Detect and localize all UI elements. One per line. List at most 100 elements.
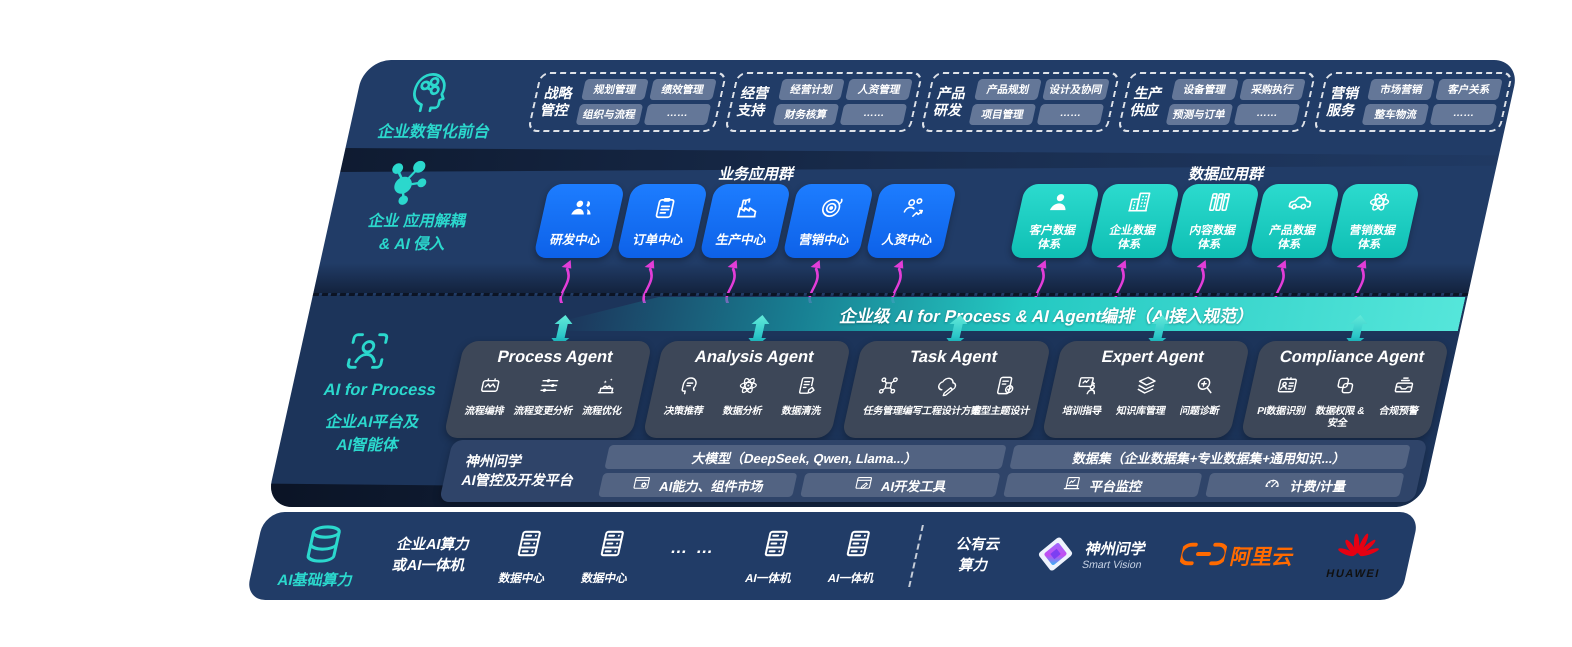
- infra-node: AI一体机: [744, 527, 803, 586]
- app-box-label: 生产中心: [714, 232, 768, 247]
- capability-pill: ……: [1036, 104, 1105, 125]
- front-office-group: 战略管控 规划管理 绩效管理 组织与流程……: [527, 72, 727, 132]
- front-office-group: 经营支持 经营计划 人资管理 财务核算……: [723, 72, 924, 132]
- front-office-group-name: 产品研发: [932, 84, 968, 119]
- agent-card: Compliance Agent PI数据识别 数据权限 & 安全 合规预警: [1240, 341, 1450, 438]
- model-bar: 大模型（DeepSeek, Qwen, Llama...）: [604, 445, 1007, 469]
- capability-pill: 项目管理: [968, 104, 1037, 125]
- aliyun-logo: [1177, 541, 1229, 572]
- agent-capability-label: 任务管理: [862, 406, 904, 417]
- decision-icon: [674, 374, 703, 402]
- platform-label-line2: AI管控及开发平台: [460, 472, 576, 488]
- molecule-icon: [374, 156, 438, 208]
- infra-node-label: AI一体机: [743, 572, 793, 585]
- ai-platform-label: AI for Process 企业AI平台及 AI智能体: [277, 378, 471, 457]
- main-panel: 企业数智化前台 战略管控 规划管理 绩效管理 组织与流程…… 经营支持 经营计划 人资管理财…: [265, 60, 1521, 507]
- agent-capability-label: 数据分析: [721, 406, 764, 417]
- server-icon: [837, 527, 878, 565]
- app-box-label: 营销数据体系: [1348, 225, 1397, 251]
- layers-icon: [1131, 374, 1160, 402]
- front-office-group-name: 经营支持: [735, 84, 772, 119]
- server-icon: [508, 527, 549, 565]
- agent-items: 任务管理 编写工程设计方案 造型主题设计: [853, 374, 1037, 418]
- front-office-group: 产品研发 产品规划 设计及协同 项目管理……: [920, 72, 1121, 132]
- ai-platform-label-line2: 企业AI平台及: [324, 413, 422, 431]
- capability-pill: 设计及协同: [1042, 79, 1110, 100]
- app-layer-label: 企业 应用解耦 & AI 侵入: [321, 210, 507, 257]
- books-icon: [1202, 189, 1235, 220]
- monitor-icon: [1060, 474, 1084, 496]
- vendor-name: 阿里云: [1227, 546, 1296, 569]
- model-block: 大模型（DeepSeek, Qwen, Llama...） AI能力、组件市场 A…: [598, 445, 1007, 497]
- platform-panel: 神州问学 AI管控及开发平台 大模型（DeepSeek, Qwen, Llama.…: [439, 440, 1428, 502]
- capability-pill: 绩效管理: [648, 79, 717, 100]
- business-app-box: 生产中心: [699, 184, 792, 258]
- vendor-smartvision-text: 神州问学 Smart Vision: [1081, 541, 1148, 570]
- ellipsis-text: … …: [668, 538, 718, 557]
- infra-band: AI基础算力 企业AI算力 或AI一体机 数据中心 数据中心 … … AI一体机 AI一体…: [245, 512, 1420, 600]
- clean-icon: [792, 374, 821, 402]
- capability-pill: 预测与订单: [1165, 104, 1233, 125]
- platform-label-text: 神州问学 AI管控及开发平台: [460, 452, 580, 490]
- business-group-title: 业务应用群: [717, 166, 797, 183]
- platform-cell-label: AI能力、组件市场: [658, 478, 766, 494]
- agent-capability-label: 问题诊断: [1178, 406, 1221, 417]
- app-box-label: 企业数据体系: [1108, 225, 1157, 251]
- diagnose-icon: [1190, 374, 1219, 402]
- target-icon: [815, 195, 847, 224]
- data-app-box: 营销数据体系: [1329, 184, 1421, 258]
- agent-title: Task Agent: [908, 348, 1000, 366]
- business-app-box: 人资中心: [865, 184, 958, 258]
- agent-capability: 流程编排: [455, 374, 521, 418]
- flow-arrow-icon: [633, 257, 665, 305]
- agent-title: Compliance Agent: [1277, 348, 1427, 366]
- factory-icon: [732, 195, 764, 224]
- app-box-label: 订单中心: [631, 232, 685, 247]
- front-office-group-pills: 设备管理 采购执行 预测与订单……: [1165, 79, 1307, 125]
- dataset-block: 数据集（企业数据集+专业数据集+通用知识...） 平台监控 计费/计量: [1002, 445, 1411, 497]
- ai-platform-label-en: AI for Process: [321, 381, 438, 399]
- capability-pill: 产品规划: [974, 79, 1042, 100]
- business-app-box: 营销中心: [782, 184, 875, 258]
- front-office-group-name: 战略管控: [539, 84, 575, 119]
- agent-capability: 流程变更分析: [513, 374, 579, 418]
- agent-capability-label: 决策推荐: [662, 406, 705, 417]
- agent-capability: 培训指导: [1052, 374, 1118, 418]
- datalock-icon: [1331, 374, 1360, 402]
- conveyor-icon: [593, 374, 622, 402]
- vendor-logo-aliyun: 阿里云: [1177, 541, 1297, 572]
- front-office-group-pills: 规划管理 绩效管理 组织与流程……: [575, 79, 717, 125]
- sync-arrow-icon: [1145, 315, 1172, 347]
- app-box-label: 内容数据体系: [1188, 225, 1237, 251]
- capability-pill: 组织与流程: [575, 104, 644, 125]
- agent-items: 培训指导 知识库管理 问题诊断: [1052, 374, 1236, 418]
- agent-capability-label: 数据权限 & 安全: [1314, 406, 1366, 429]
- cloud-line1: 公有云: [954, 536, 1002, 553]
- model-cells: AI能力、组件市场 AI开发工具: [598, 473, 1000, 497]
- agent-items: 决策推荐 数据分析 数据清洗: [654, 374, 838, 418]
- dataset-bar: 数据集（企业数据集+专业数据集+通用知识...）: [1008, 445, 1411, 469]
- agent-card: Analysis Agent 决策推荐 数据分析 数据清洗: [642, 341, 853, 438]
- agent-items: 流程编排 流程变更分析 流程优化: [455, 374, 639, 418]
- capability-pill: ……: [839, 104, 908, 125]
- front-office-group: 生产供应 设备管理 采购执行 预测与订单……: [1116, 72, 1317, 132]
- database-icon: [296, 522, 350, 566]
- app-box-label: 人资中心: [880, 232, 934, 247]
- capability-pill: 规划管理: [581, 79, 649, 100]
- atom-icon: [1362, 189, 1395, 220]
- agent-capability: 造型主题设计: [970, 374, 1037, 418]
- data-app-box: 客户数据体系: [1009, 184, 1101, 258]
- clipboard-icon: [649, 195, 681, 224]
- sync-arrow-icon: [745, 315, 772, 347]
- platform-cell: 计费/计量: [1204, 473, 1405, 497]
- person-scan-icon: [339, 328, 395, 374]
- infra-node-label: 数据中心: [580, 572, 629, 585]
- platform-cell-label: AI开发工具: [879, 478, 949, 494]
- capability-pill: ……: [1429, 104, 1498, 125]
- data-app-box: 产品数据体系: [1249, 184, 1341, 258]
- agent-capability-label: 流程变更分析: [512, 406, 574, 417]
- capability-pill: 整车物流: [1361, 104, 1430, 125]
- infra-node-label: AI一体机: [826, 572, 876, 585]
- public-cloud-label: 公有云 算力: [949, 535, 1002, 577]
- app-layer-label-line2: & AI 侵入: [377, 236, 448, 254]
